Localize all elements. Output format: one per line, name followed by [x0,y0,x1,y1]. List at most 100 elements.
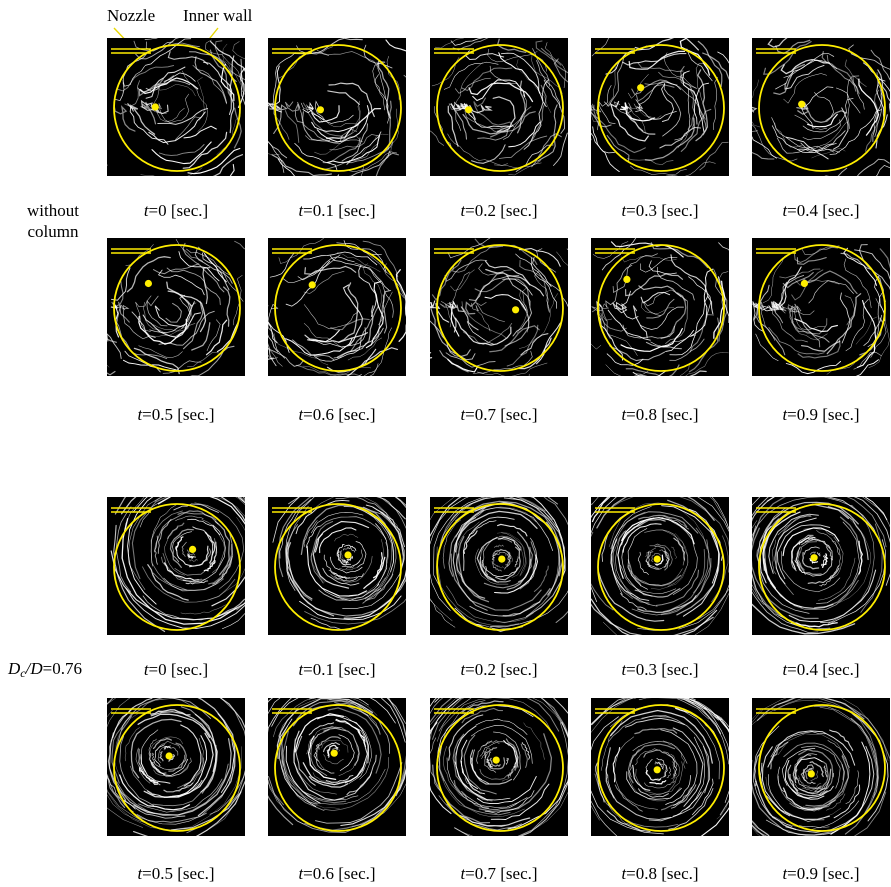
streak-pattern [107,38,245,176]
flow-panel [752,38,890,176]
flow-panel [591,497,729,635]
time-caption: t=0.5 [sec.] [97,405,255,425]
flow-panel [268,238,406,376]
time-caption: t=0.9 [sec.] [742,864,891,884]
nozzle-lines [595,49,635,53]
vortex-center-dot [317,106,324,113]
streak-pattern [591,38,729,176]
time-caption: t=0.1 [sec.] [258,201,416,221]
time-caption: t=0.6 [sec.] [258,405,416,425]
flow-panel [430,38,568,176]
nozzle-lines [434,49,474,53]
flow-panel [430,698,568,836]
inner-wall-circle [275,45,401,171]
vortex-center-dot [654,556,661,563]
nozzle-lines [111,709,151,713]
vortex-center-dot [166,752,173,759]
vortex-center-dot [145,280,152,287]
flow-panel [268,38,406,176]
nozzle-lines [756,709,796,713]
inner-wall-circle [759,504,885,630]
streak-pattern [430,238,568,376]
time-caption: t=0.6 [sec.] [258,864,416,884]
inner-wall-circle [275,705,401,831]
vortex-center-dot [801,280,808,287]
streak-pattern [752,245,890,376]
vortex-center-dot [811,554,818,561]
time-caption: t=0.3 [sec.] [581,660,739,680]
nozzle-lines [595,508,635,512]
time-caption: t=0.4 [sec.] [742,201,891,221]
vortex-center-dot [623,276,630,283]
nozzle-lines [595,709,635,713]
vortex-center-dot [808,770,815,777]
nozzle-lines [434,508,474,512]
inner-wall-circle [598,504,724,630]
inner-wall-circle [759,45,885,171]
vortex-center-dot [309,281,316,288]
time-caption: t=0.7 [sec.] [420,405,578,425]
streak-pattern [591,497,729,635]
vortex-center-dot [465,106,472,113]
inner-wall-circle [114,504,240,630]
inner-wall-circle [598,705,724,831]
nozzle-lines [434,249,474,253]
flow-panel [107,238,245,376]
time-caption: t=0 [sec.] [97,201,255,221]
nozzle-lines [756,49,796,53]
flow-panel [430,497,568,635]
flow-panel [752,238,890,376]
streak-pattern [268,698,406,833]
time-caption: t=0.3 [sec.] [581,201,739,221]
flow-panel [752,497,890,635]
flow-panel [752,698,890,836]
streak-pattern [430,698,568,836]
vortex-center-dot [512,306,519,313]
vortex-center-dot [493,757,500,764]
time-caption: t=0.8 [sec.] [581,864,739,884]
streak-pattern [107,239,245,376]
group-label-without-column: without column [18,200,88,242]
vortex-center-dot [637,84,644,91]
streak-pattern [430,38,568,175]
nozzle-lines [111,49,151,53]
nozzle-lines [272,709,312,713]
vortex-center-dot [152,103,159,110]
streak-pattern [107,698,245,836]
streak-pattern [268,238,406,376]
vortex-center-dot [189,546,196,553]
time-caption: t=0.9 [sec.] [742,405,891,425]
time-caption: t=0.8 [sec.] [581,405,739,425]
flow-panel [107,497,245,635]
streak-pattern [430,497,568,631]
time-caption: t=0 [sec.] [97,660,255,680]
time-caption: t=0.2 [sec.] [420,201,578,221]
streak-pattern [591,698,729,836]
nozzle-lines [272,249,312,253]
group-label-column-ratio: Dc/D=0.76 [8,659,82,681]
time-caption: t=0.1 [sec.] [258,660,416,680]
vortex-center-dot [344,551,351,558]
flow-panel [591,38,729,176]
flow-panel [268,497,406,635]
flow-panel [591,698,729,836]
inner-wall-circle [437,504,563,630]
time-caption: t=0.2 [sec.] [420,660,578,680]
time-caption: t=0.5 [sec.] [97,864,255,884]
flow-panel [430,238,568,376]
streak-pattern [752,698,890,836]
nozzle-lines [756,249,796,253]
nozzle-lines [272,49,312,53]
vortex-center-dot [498,556,505,563]
time-caption: t=0.7 [sec.] [420,864,578,884]
vortex-center-dot [331,750,338,757]
flow-panel [107,38,245,176]
vortex-center-dot [798,101,805,108]
streak-pattern [752,38,890,176]
nozzle-lines [756,508,796,512]
streak-pattern [591,238,729,376]
nozzle-lines [595,249,635,253]
flow-panel [107,698,245,836]
inner-wall-circle [759,705,885,831]
nozzle-lines [111,249,151,253]
